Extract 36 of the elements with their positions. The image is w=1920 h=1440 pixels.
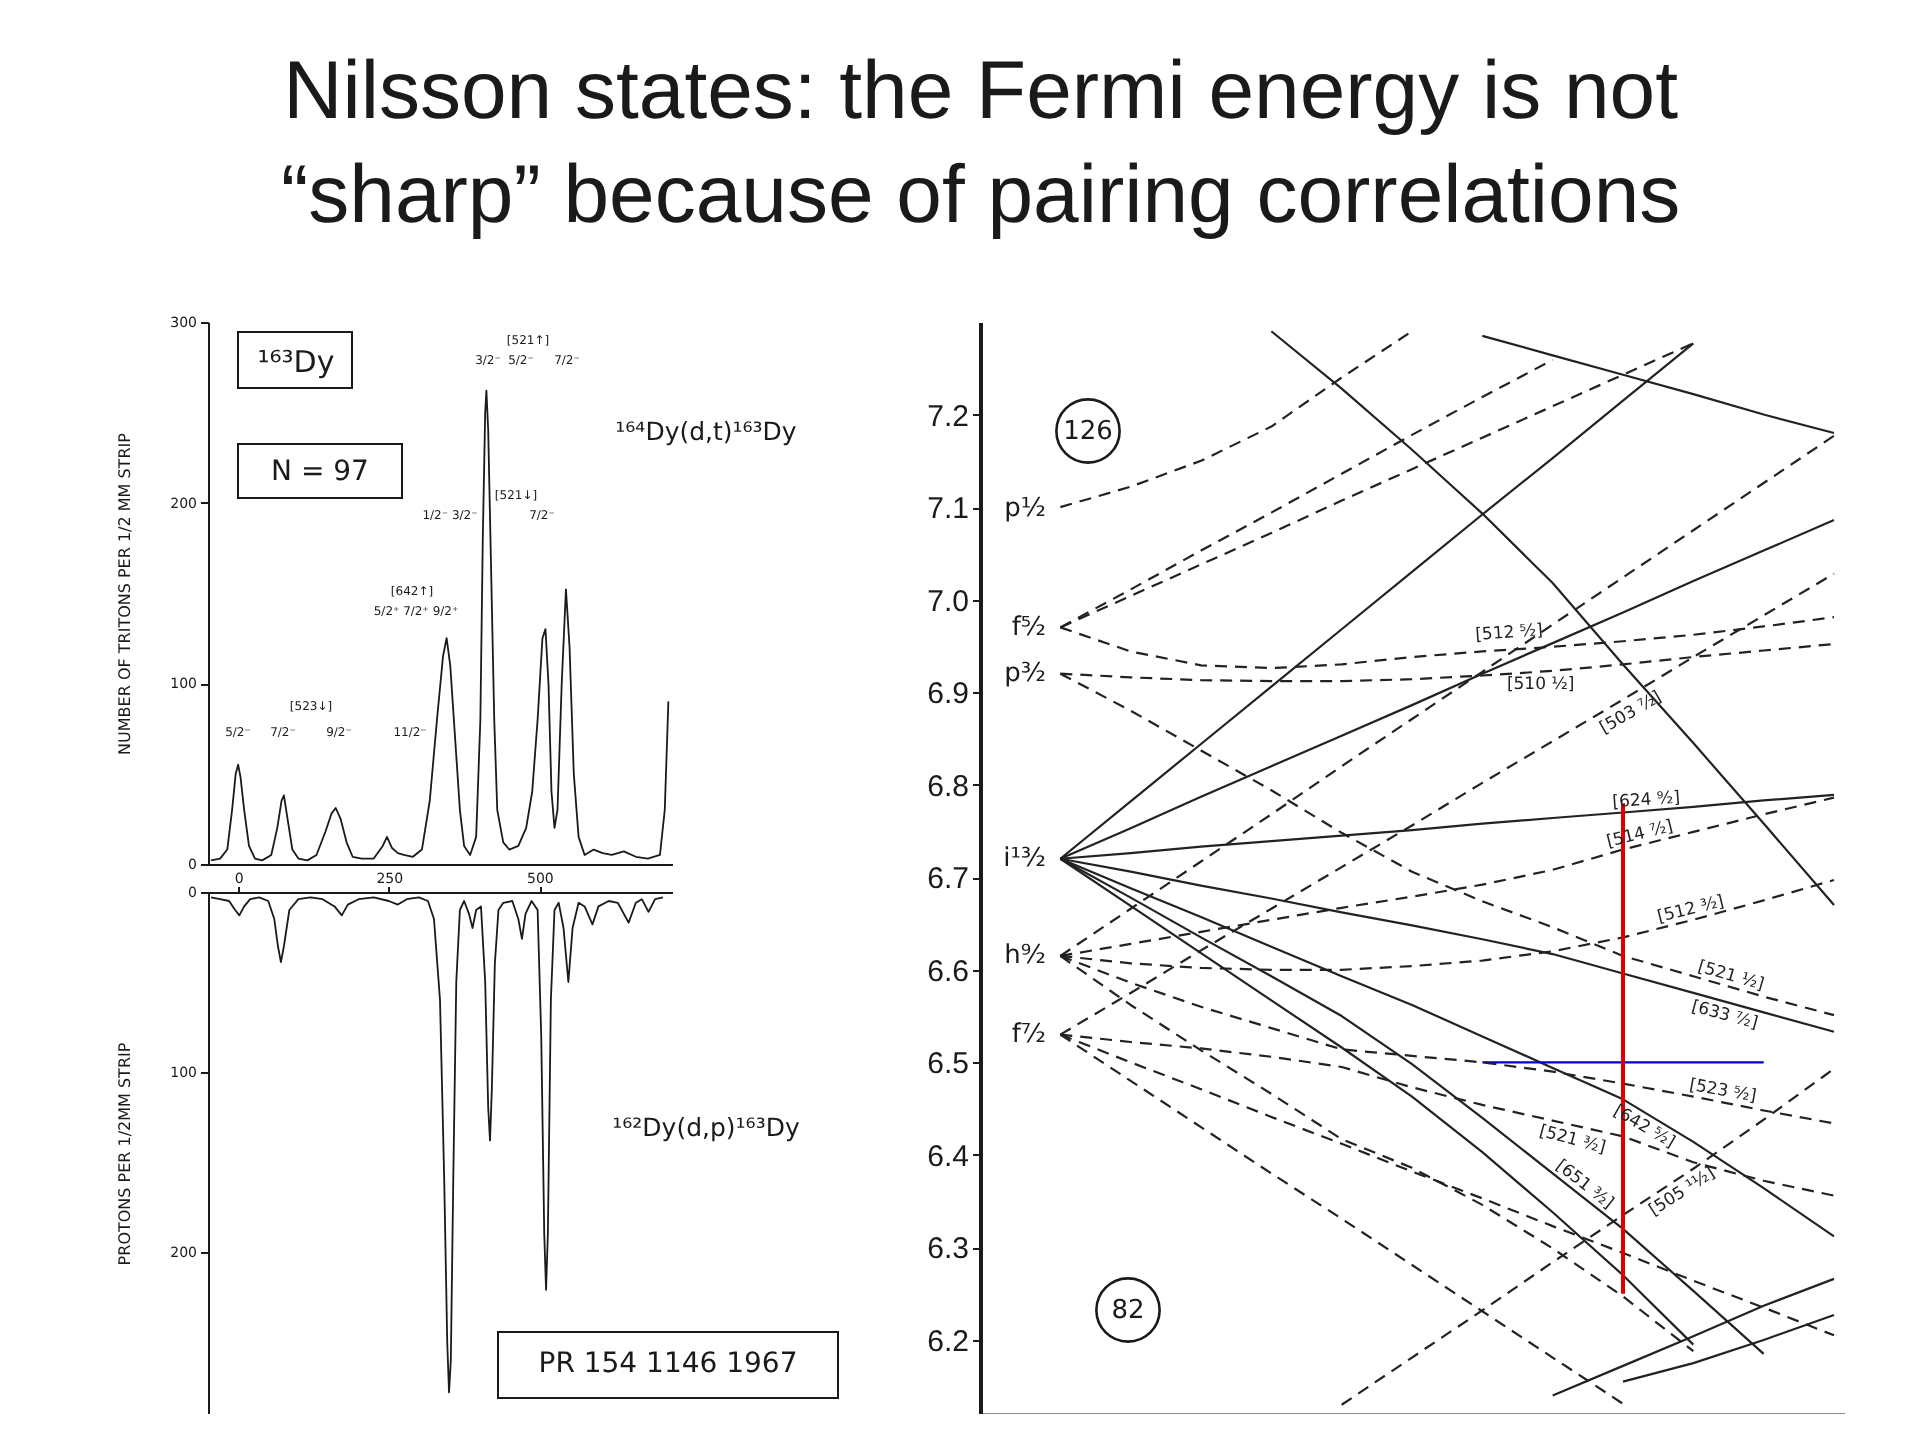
y-tick-label: 6.3 [927, 1232, 969, 1267]
annotation: f⁷⁄₂ [1011, 1020, 1046, 1050]
y-tick-label: 6.6 [927, 954, 969, 989]
series-label: [510 ¹⁄₂] [1506, 674, 1575, 695]
text: [521 ³⁄₂] [1536, 1121, 1608, 1159]
annotation: ¹⁶³Dy [257, 344, 335, 380]
text: [512 ³⁄₂] [1655, 892, 1727, 928]
text: Nilsson states: the Fermi energy is not “sharp” because of pairing correlations [280, 44, 1681, 240]
y-tick-label: 7.1 [927, 492, 969, 527]
text: [521 ¹⁄₂] [1695, 957, 1766, 996]
y-tick-label: 6.2 [927, 1324, 969, 1359]
y-tick-label: 6.5 [927, 1047, 969, 1082]
y-axis-title: NUMBER OF TRITONS PER 1/2 MM STRIP [116, 432, 135, 755]
series-label: [512 ⁵⁄₂] [1474, 621, 1544, 646]
annotation: PR 154 1146 1967 [538, 1348, 798, 1380]
annotation: f⁵⁄₂ [1011, 613, 1046, 643]
annotation: p¹⁄₂ [1004, 494, 1046, 524]
y-tick-label: 6.7 [927, 862, 969, 897]
annotation: i¹³⁄₂ [1003, 844, 1046, 874]
annotation: p³⁄₂ [1004, 659, 1046, 689]
y-tick-label: 6.8 [927, 769, 969, 804]
y-tick-label: 7.2 [927, 399, 969, 434]
series-label: [624 ⁹⁄₂] [1611, 788, 1681, 814]
annotation: h⁹⁄₂ [1004, 941, 1046, 971]
y-tick-label: 6.9 [927, 677, 969, 712]
annotation: N = 97 [271, 456, 369, 488]
annotation: 126 [1063, 417, 1113, 447]
text: ¹⁶²Dy(d,p)¹⁶³Dy [612, 1112, 801, 1142]
y-axis-title: PROTONS PER 1/2MM STRIP [116, 1042, 135, 1266]
text: [514 ⁷⁄₂] [1604, 817, 1676, 853]
text: [633 ⁷⁄₂] [1689, 997, 1760, 1035]
y-tick-label: 6.4 [927, 1139, 969, 1174]
annotation: 82 [1111, 1296, 1145, 1326]
text: [523 ⁵⁄₂] [1687, 1075, 1758, 1108]
y-tick-label: 7.0 [927, 584, 969, 619]
text: ¹⁶⁴Dy(d,t)¹⁶³Dy [615, 416, 798, 446]
